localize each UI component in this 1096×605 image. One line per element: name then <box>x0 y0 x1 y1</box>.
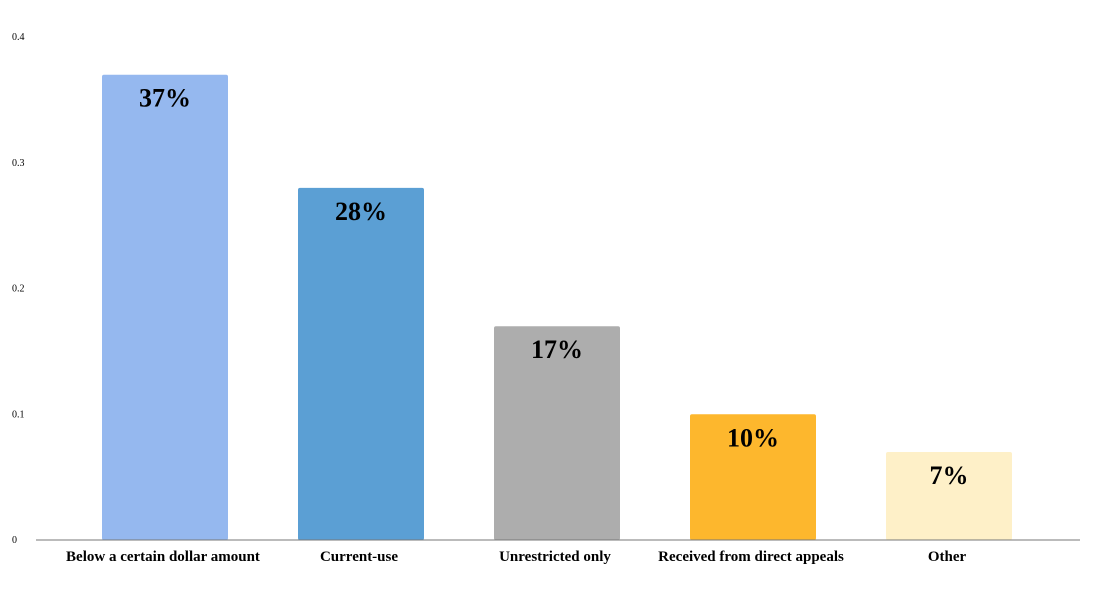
data-label: 10% <box>727 423 779 452</box>
y-tick-label: 0.1 <box>12 409 25 420</box>
data-label: 28% <box>335 197 387 226</box>
data-label: 7% <box>930 461 969 490</box>
x-tick-label: Received from direct appeals <box>658 549 844 565</box>
y-axis: 0 0.1 0.2 0.3 0.4 <box>12 32 25 546</box>
y-tick-label: 0.2 <box>12 284 25 295</box>
x-tick-label: Below a certain dollar amount <box>66 549 260 565</box>
bars: 37% 28% 17% 10% 7% <box>102 74 1012 540</box>
bar <box>298 187 424 540</box>
x-tick-label: Current-use <box>320 549 398 565</box>
bar <box>102 74 228 540</box>
x-tick-label: Other <box>928 549 967 565</box>
y-tick-label: 0 <box>12 535 17 546</box>
bar <box>690 414 816 540</box>
x-axis-labels: Below a certain dollar amount Current-use… <box>66 549 966 565</box>
y-tick-label: 0.3 <box>12 158 25 169</box>
bar <box>886 451 1012 540</box>
x-tick-label: Unrestricted only <box>499 549 611 565</box>
data-label: 37% <box>139 84 191 113</box>
data-label: 17% <box>531 335 583 364</box>
y-tick-label: 0.4 <box>12 32 25 43</box>
bar <box>494 326 620 540</box>
